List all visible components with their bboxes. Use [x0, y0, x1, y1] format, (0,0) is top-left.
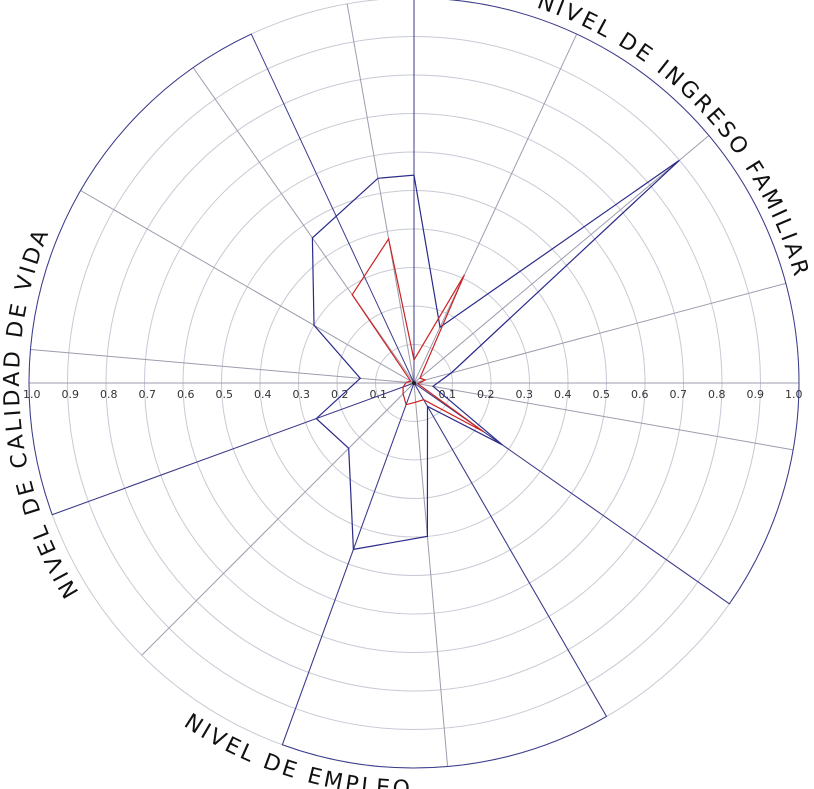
center-point: [412, 381, 416, 385]
r-tick-label-left: 0.6: [177, 388, 195, 401]
axis-spoke: [413, 382, 794, 451]
r-tick-label-left: 0.9: [62, 388, 80, 401]
axis-spoke: [413, 282, 787, 384]
axis-spoke: [192, 67, 415, 384]
series-line-1: [311, 159, 680, 551]
axis-spoke: [346, 3, 415, 384]
category-label: NIVEL DE CALIDAD DE VIDA: [0, 224, 84, 602]
category-outer-arcs: [28, 0, 800, 769]
r-tick-label-right: 0.9: [747, 388, 765, 401]
r-tick-label-right: 0.2: [477, 388, 495, 401]
r-tick-label-right: 0.7: [670, 388, 688, 401]
category-arc: [28, 33, 415, 516]
r-tick-label-left: 0.4: [254, 388, 272, 401]
r-tick-label-left: 0.8: [100, 388, 118, 401]
r-tick-label-right: 1.0: [785, 388, 803, 401]
series-line-2: [351, 237, 484, 433]
r-tick-label-right: 0.6: [631, 388, 649, 401]
r-tick-label-left: 0.2: [331, 388, 349, 401]
r-tick-label-right: 0.3: [516, 388, 534, 401]
r-tick-label-left: 0.3: [293, 388, 311, 401]
category-arc: [413, 0, 800, 605]
axis-spoke: [413, 382, 449, 767]
axis-spoke: [30, 348, 415, 384]
r-tick-label-left: 0.1: [370, 388, 388, 401]
axis-spoke: [80, 190, 415, 384]
r-tick-label-right: 0.8: [708, 388, 726, 401]
radial-tick-labels: 0.1 0.1 0.2 0.2 0.3 0.3 0.4 0.4 0.5 0.5 0.6 0.6 0.7 0…: [23, 388, 803, 401]
r-tick-label-right: 0.1: [439, 388, 457, 401]
r-tick-label-right: 0.4: [554, 388, 572, 401]
category-arc: [281, 381, 608, 769]
axis-spoke: [413, 33, 578, 384]
r-tick-label-right: 0.5: [593, 388, 611, 401]
axis-spoke: [413, 135, 710, 384]
category-label-text: NIVEL DE CALIDAD DE VIDA: [0, 224, 81, 602]
axis-spoke: [141, 382, 415, 656]
r-tick-label-left: 1.0: [23, 388, 41, 401]
r-tick-label-left: 0.5: [216, 388, 234, 401]
r-tick-label-left: 0.7: [139, 388, 157, 401]
chart-series: [311, 159, 680, 551]
